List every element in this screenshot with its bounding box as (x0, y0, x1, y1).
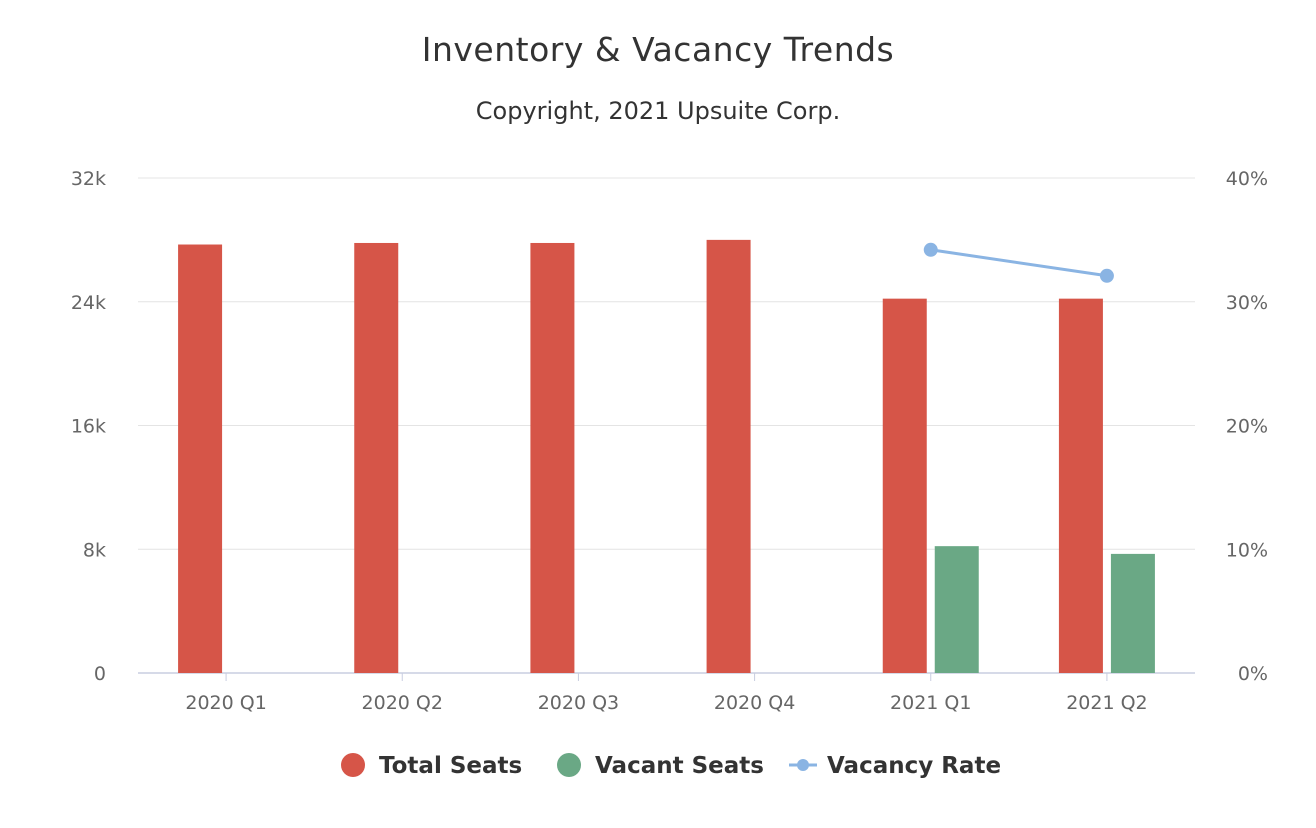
series-line-vacancy-rate (930, 248, 1108, 278)
x-tick-label: 2020 Q1 (185, 692, 266, 714)
bar-total-seats (178, 244, 223, 673)
y-left-tick-label: 32k (71, 168, 106, 190)
x-tick-label: 2020 Q3 (538, 692, 619, 714)
y-left-tick-label: 8k (83, 539, 106, 561)
bar-total-seats (882, 298, 927, 673)
y-right-tick-label: 0% (1238, 663, 1268, 685)
bar-total-seats (706, 239, 751, 673)
chart-title: Inventory & Vacancy Trends (421, 30, 895, 69)
y-right-tick-label: 40% (1226, 168, 1268, 190)
x-tick-label: 2020 Q4 (714, 692, 795, 714)
y-left-tick-label: 16k (71, 416, 106, 438)
legend-marker (341, 753, 365, 777)
bar-total-seats (1058, 298, 1103, 673)
chart-subtitle: Copyright, 2021 Upsuite Corp. (475, 97, 841, 125)
y-right-tick-label: 10% (1226, 539, 1268, 561)
bar-total-seats (354, 242, 399, 673)
y-right-tick-label: 30% (1226, 292, 1268, 314)
y-right-tick-label: 20% (1226, 416, 1268, 438)
bar-total-seats (530, 242, 575, 673)
line-point (1099, 268, 1114, 283)
bar-vacant-seats (1110, 553, 1155, 673)
y-left-tick-label: 24k (71, 292, 106, 314)
y-left-tick-label: 0 (94, 663, 106, 685)
line-point (923, 242, 938, 257)
legend-marker (557, 753, 581, 777)
x-tick-label: 2021 Q1 (890, 692, 971, 714)
legend-label: Vacancy Rate (827, 753, 1001, 779)
x-tick-label: 2020 Q2 (362, 692, 443, 714)
legend-label: Total Seats (379, 753, 522, 779)
x-tick-label: 2021 Q2 (1066, 692, 1147, 714)
bar-vacant-seats (934, 546, 979, 673)
legend-label: Vacant Seats (595, 753, 764, 779)
legend-marker-dot (797, 759, 809, 771)
